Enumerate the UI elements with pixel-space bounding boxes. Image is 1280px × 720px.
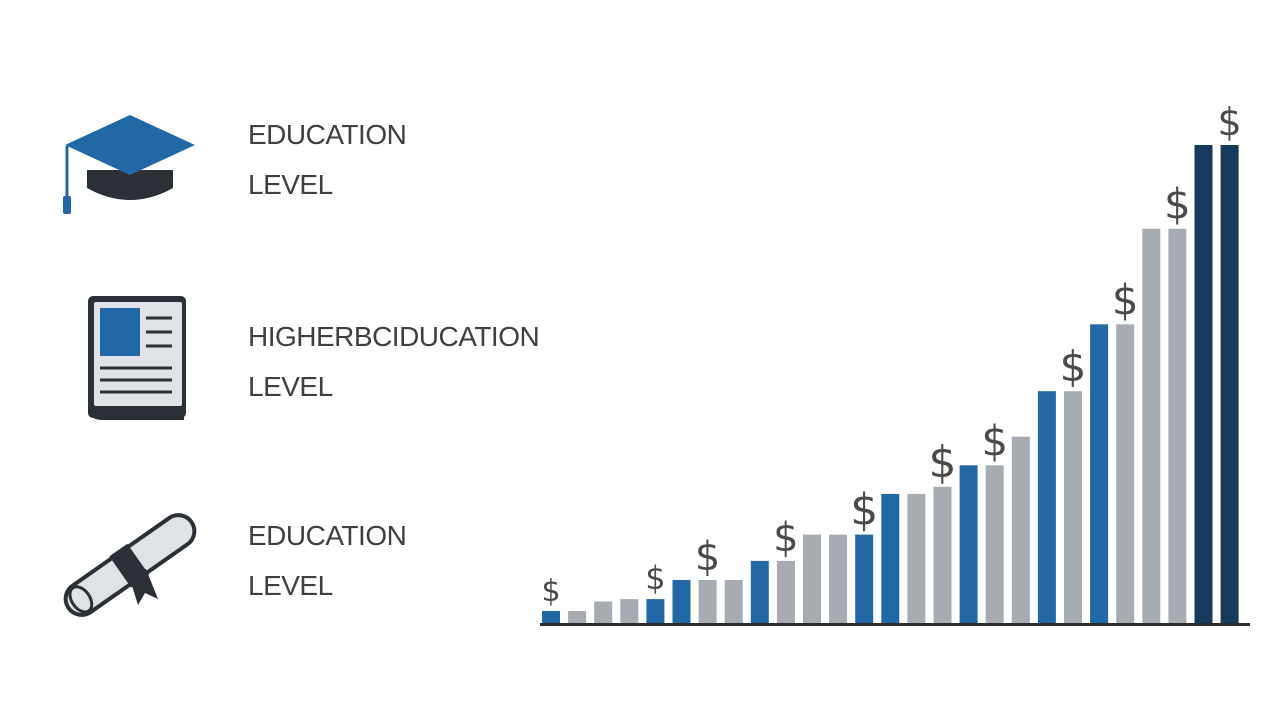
graduation-cap-icon	[63, 115, 195, 214]
bar-5	[646, 599, 665, 623]
row-label-line1: EDUCATION	[248, 119, 407, 150]
row-label-line2: LEVEL	[248, 371, 333, 402]
education-bar-chart: $ $ $ $ $ $ $ $ $ $ $	[540, 100, 1250, 626]
bar-26	[1194, 145, 1213, 623]
row-label: EDUCATION LEVEL	[248, 511, 407, 611]
bar-4	[620, 599, 639, 623]
bar-13	[855, 534, 874, 623]
legend-row-education-2: EDUCATION LEVEL	[0, 495, 620, 635]
legend-row-higher-education: HIGHERBCIDUCATION LEVEL	[0, 290, 620, 430]
bar-16	[933, 486, 952, 623]
bar-22	[1090, 324, 1109, 624]
bar-23	[1116, 324, 1135, 624]
bar-21	[1064, 391, 1082, 623]
bar-14	[881, 493, 900, 623]
dollar-annotation-11: $	[1218, 100, 1242, 144]
dollar-annotation-2: $	[645, 559, 665, 597]
bar-19	[1011, 436, 1030, 623]
bar-7	[698, 580, 717, 623]
dollar-annotation-1: $	[541, 574, 560, 609]
legend-row-education: EDUCATION LEVEL	[0, 100, 620, 230]
bar-24	[1142, 228, 1161, 623]
bar-3	[594, 601, 613, 623]
bar-27	[1220, 145, 1239, 623]
bar-9	[750, 560, 769, 623]
dollar-annotation-7: $	[981, 416, 1008, 465]
row-label-line2: LEVEL	[248, 169, 333, 200]
bar-12	[829, 534, 848, 623]
dollar-annotation-9: $	[1112, 275, 1139, 324]
row-label-line1: EDUCATION	[248, 520, 407, 551]
bar-20	[1037, 391, 1056, 623]
bar-2	[568, 611, 587, 623]
dollar-annotation-4: $	[773, 515, 798, 561]
bar-15	[907, 493, 926, 623]
bar-18	[985, 465, 1004, 623]
row-label: HIGHERBCIDUCATION LEVEL	[248, 312, 540, 412]
bar-8	[724, 580, 743, 623]
bar-6	[672, 580, 691, 623]
book-icon	[88, 296, 186, 420]
diploma-scroll-icon	[63, 513, 197, 617]
dollar-annotation-5: $	[850, 485, 878, 536]
row-label: EDUCATION LEVEL	[248, 110, 407, 210]
dollar-annotation-8: $	[1060, 342, 1087, 391]
bar-25	[1168, 228, 1187, 623]
dollar-annotation-3: $	[695, 534, 720, 580]
row-label-line1: HIGHERBCIDUCATION	[248, 321, 540, 352]
row-label-line2: LEVEL	[248, 570, 333, 601]
bar-1	[542, 611, 560, 623]
bar-17	[959, 465, 978, 623]
bar-11	[803, 534, 821, 623]
bar-10	[776, 560, 795, 623]
dollar-annotation-10: $	[1164, 180, 1191, 229]
dollar-annotation-6: $	[929, 437, 957, 488]
